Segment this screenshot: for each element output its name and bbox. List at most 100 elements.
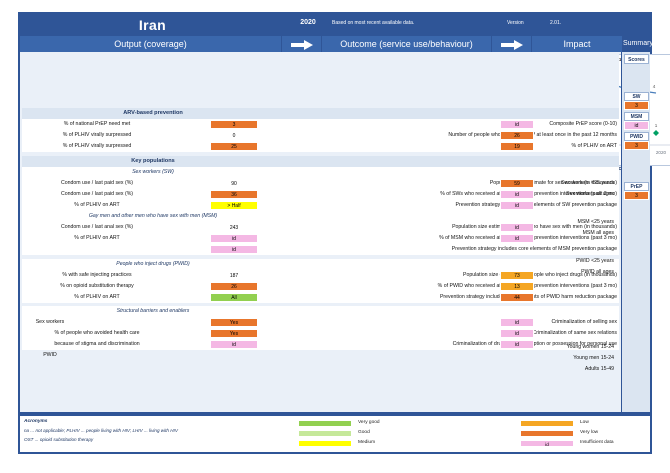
output-label: Population size estimate for sex workers… — [489, 180, 617, 186]
outcome-population: PWID — [43, 352, 57, 358]
arrow-right-icon-2 — [492, 36, 532, 52]
prevalence-label: Sex workers all ages — [566, 191, 614, 197]
spacer — [22, 152, 619, 156]
spacer-top — [22, 52, 619, 108]
output-value[interactable]: 25 — [210, 142, 258, 151]
output-label: % of PLHIV on ART — [571, 143, 617, 149]
outcome-value[interactable]: id — [500, 318, 534, 327]
band-outcome: Outcome (service use/behaviour) — [322, 36, 492, 52]
outcome-value[interactable]: id — [500, 329, 534, 338]
subsection-header-structural: Structural barriers and enablers — [22, 306, 619, 317]
outcome-value[interactable]: 19 — [500, 142, 534, 151]
outcome-value[interactable]: id — [500, 340, 534, 349]
output-label: Population size estimate for men who hav… — [452, 224, 617, 230]
subsection-header-msm: Gay men and other men who have sex with … — [22, 211, 619, 222]
subsection-title-sw: Sex workers (SW) — [132, 169, 174, 175]
output-value[interactable]: 0 — [232, 133, 236, 139]
score-value-pwid[interactable]: 3 — [624, 141, 649, 150]
score-value-sw[interactable]: 3 — [624, 101, 649, 110]
outcome-value[interactable]: id — [500, 190, 534, 199]
output-value[interactable]: id — [210, 234, 258, 243]
subsection-title-structural: Structural barriers and enablers — [116, 308, 190, 314]
output-value[interactable]: > Half — [210, 201, 258, 210]
output-value[interactable]: 90 — [231, 181, 237, 187]
outcome-value[interactable]: 59 — [500, 179, 534, 188]
prevalence-label: MSM <25 years — [577, 219, 614, 225]
outcome-label: % of PLHIV on ART — [74, 235, 120, 241]
score-block-prep: PrEP 3 — [624, 182, 649, 200]
subsection-header-pwid: People who inject drugs (PWID) — [22, 259, 619, 270]
score-value-prep[interactable]: 3 — [624, 191, 649, 200]
scores-header: Scores — [624, 54, 649, 64]
acronyms-title: Acronyms — [24, 419, 48, 424]
outcome-value[interactable]: id — [500, 223, 534, 232]
outcome-label: Condom use / last paid sex (%) — [60, 180, 134, 186]
prevalence-label: Adults 15-49 — [584, 366, 614, 372]
outcome-value[interactable]: id — [500, 120, 534, 129]
section-header-keypop: Key populations — [22, 156, 619, 167]
prevalence-label: Sex workers <25 years — [561, 180, 614, 186]
score-block-msm: MSM id — [624, 112, 649, 130]
outcome-label: % of national PrEP need met — [63, 121, 131, 127]
output-value[interactable]: 187 — [229, 273, 239, 279]
table-row: Composite PrEP score (0-10) 3 % of natio… — [22, 119, 619, 138]
legend-label-medium: Medium — [358, 440, 376, 445]
score-name-prep: PrEP — [624, 182, 649, 191]
legend-label-low: Low — [580, 420, 589, 425]
prevalence-label: MSM all ages — [582, 230, 614, 236]
body-area: New HIV infections (ages 15+, in 1000s) … — [20, 52, 670, 414]
svg-text:2020: 2020 — [656, 150, 667, 155]
year-value: 2020 — [300, 19, 316, 26]
footer-divider — [20, 412, 650, 414]
legend-swatch-insufficient-data: id — [520, 440, 574, 447]
output-value[interactable]: 36 — [210, 190, 258, 199]
section-title-arv: ARV-based prevention — [123, 110, 183, 116]
outcome-value[interactable]: 13 — [500, 282, 534, 291]
svg-text:4: 4 — [653, 84, 656, 89]
output-value[interactable]: All — [210, 293, 258, 302]
output-label: Criminalization of same sex relations — [532, 330, 617, 336]
output-value[interactable]: 3 — [210, 120, 258, 129]
summary-column: Scores SW 3 MSM id PWID 3 PrEP 3 — [621, 52, 650, 414]
score-block-pwid: PWID 3 — [624, 132, 649, 150]
outcome-value[interactable]: 73 — [500, 271, 534, 280]
score-block-sw: SW 3 — [624, 92, 649, 110]
subsection-title-pwid: People who inject drugs (PWID) — [116, 261, 190, 267]
output-value[interactable]: 26 — [210, 282, 258, 291]
table-row: Criminalization of same sex relations Ye… — [22, 328, 619, 347]
output-value[interactable]: Yes — [210, 318, 258, 327]
outcome-value[interactable]: id — [500, 234, 534, 243]
output-label: Population size estimate for people who … — [463, 272, 617, 278]
outcome-population: Sex workers — [35, 319, 65, 325]
outcome-label: % on opioid substitution therapy — [60, 283, 134, 289]
prevalence-label: Young men 15-24 — [573, 355, 614, 361]
subsection-title-msm: Gay men and other men who have sex with … — [88, 213, 218, 219]
output-label: Criminalization of selling sex — [551, 319, 617, 325]
outcome-label: because of stigma and discrimination — [54, 341, 140, 347]
output-value[interactable]: Yes — [210, 329, 258, 338]
output-value[interactable]: id — [210, 340, 258, 349]
outcome-value[interactable]: id — [500, 201, 534, 210]
table-row: Prevention strategy includes core elemen… — [22, 244, 619, 255]
legend-label-very-good: Very good — [358, 420, 380, 425]
prevalence-label: Young women 15-24 — [566, 344, 614, 350]
output-value[interactable]: 243 — [229, 225, 239, 231]
outcome-label: % with safe injecting practices — [62, 272, 132, 278]
score-name-pwid: PWID — [624, 132, 649, 141]
country-title: Iran — [138, 17, 167, 33]
section-header-arv: ARV-based prevention — [22, 108, 619, 119]
outcome-label: % of PLHIV virally surpressed — [62, 132, 132, 138]
outcome-value[interactable]: 26 — [500, 131, 534, 140]
output-label: Prevention strategy includes core elemen… — [455, 202, 617, 208]
legend-swatch-low — [520, 420, 574, 427]
outcome-label: % of PLHIV on ART — [74, 294, 120, 300]
table-row: Prevention strategy includes core elemen… — [22, 200, 619, 219]
output-value[interactable]: id — [210, 245, 258, 254]
version-label: Version — [507, 20, 524, 26]
data-note: Based on most recent available data. — [332, 20, 415, 26]
outcome-value[interactable]: 44 — [500, 293, 534, 302]
score-value-msm[interactable]: id — [624, 121, 649, 130]
table-row: Criminalization of selling sex Yes Sex w… — [22, 317, 619, 328]
outcome-label: % of PLHIV on ART — [74, 202, 120, 208]
outcome-label: Condom use / last paid sex (%) — [60, 191, 134, 197]
